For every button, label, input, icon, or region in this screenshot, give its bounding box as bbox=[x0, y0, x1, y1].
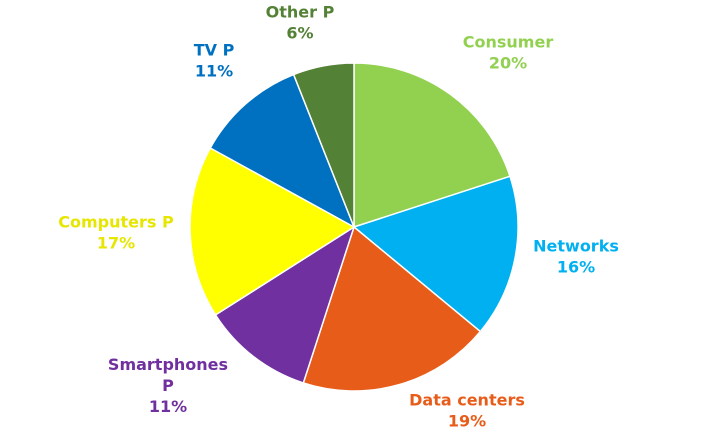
pie-slice-1 bbox=[352, 175, 519, 333]
pie-label-4: Computers P 17% bbox=[58, 213, 174, 253]
pie-slice-5 bbox=[209, 73, 356, 229]
pie-slice-2 bbox=[302, 225, 482, 392]
pie-label-2: Data centers 19% bbox=[409, 391, 525, 431]
pie-label-name: Computers P bbox=[58, 213, 174, 232]
pie-slice-4 bbox=[189, 146, 356, 316]
pie-label-5: TV P 11% bbox=[194, 41, 235, 81]
pie-slices bbox=[189, 62, 519, 392]
pie-label-1: Networks 16% bbox=[533, 237, 619, 277]
pie-label-value: 20% bbox=[489, 54, 527, 73]
pie-label-name: TV P bbox=[194, 41, 235, 60]
pie-slice-3 bbox=[214, 225, 356, 384]
pie-label-name: Other P bbox=[266, 3, 335, 22]
pie-slice-6 bbox=[292, 62, 355, 228]
pie-label-value: 17% bbox=[97, 234, 135, 253]
pie-label-0: Consumer 20% bbox=[463, 33, 554, 73]
pie-label-value: 11% bbox=[149, 397, 187, 416]
pie-label-name: Smartphones bbox=[108, 355, 228, 374]
pie-label-name: P bbox=[162, 376, 174, 395]
pie-label-value: 16% bbox=[557, 258, 595, 277]
pie-slice-0 bbox=[353, 62, 511, 229]
pie-label-value: 19% bbox=[448, 412, 486, 431]
pie-label-name: Data centers bbox=[409, 391, 525, 410]
pie-labels: Consumer 20% Networks 16% Data centers 19% Sma… bbox=[58, 3, 619, 431]
pie-label-value: 11% bbox=[195, 62, 233, 81]
pie-label-3: Smartphones P 11% bbox=[108, 355, 228, 416]
pie-label-name: Consumer bbox=[463, 33, 554, 52]
pie-label-name: Networks bbox=[533, 237, 619, 256]
pie-label-6: Other P 6% bbox=[266, 3, 335, 43]
pie-label-value: 6% bbox=[286, 24, 313, 43]
